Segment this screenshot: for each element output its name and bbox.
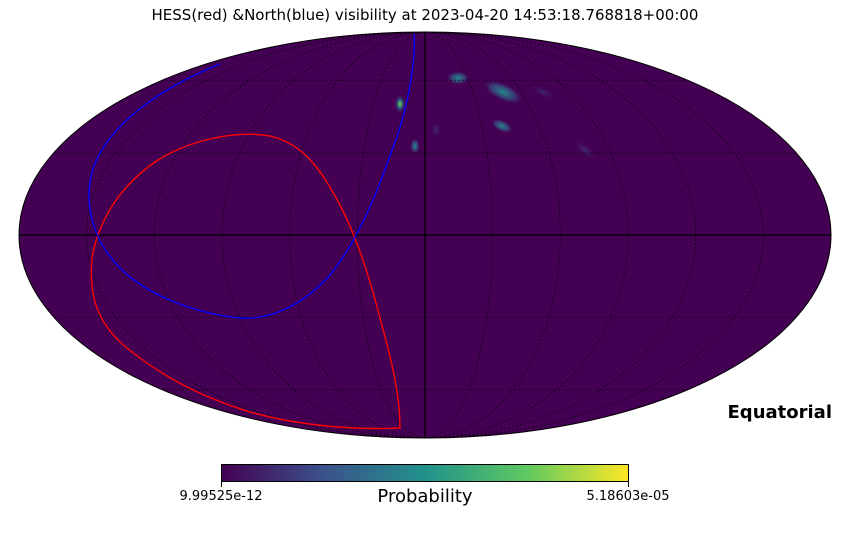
- hess-visibility-curve: [90, 133, 401, 430]
- plot-title: HESS(red) &North(blue) visibility at 202…: [151, 6, 699, 24]
- north-visibility-curve: [88, 33, 415, 319]
- meridian-line: [424, 32, 764, 438]
- meridian-line: [86, 32, 426, 438]
- coordinate-system-label: Equatorial: [727, 402, 832, 423]
- colorbar-tick-max: [628, 482, 629, 487]
- probability-region: [394, 94, 406, 114]
- meridian-line: [356, 32, 426, 438]
- probability-region: [446, 71, 470, 85]
- colorbar-tick-min: [221, 482, 222, 487]
- colorbar-min-label: 9.99525e-12: [179, 489, 263, 504]
- probability-region: [430, 122, 442, 138]
- map-boundary: [18, 31, 832, 439]
- probability-region: [490, 118, 514, 134]
- probability-region: [572, 138, 598, 162]
- main-axes: [19, 32, 831, 438]
- colorbar: [221, 464, 629, 482]
- meridian-line: [424, 32, 494, 438]
- probability-region: [482, 79, 524, 105]
- meridian-line: [424, 32, 697, 438]
- probability-regions: [394, 71, 598, 162]
- colorbar-max-label: 5.18603e-05: [586, 489, 670, 504]
- probability-region: [530, 84, 556, 100]
- probability-region: [410, 138, 420, 154]
- colorbar-label: Probability: [377, 486, 473, 507]
- meridian-line: [153, 32, 426, 438]
